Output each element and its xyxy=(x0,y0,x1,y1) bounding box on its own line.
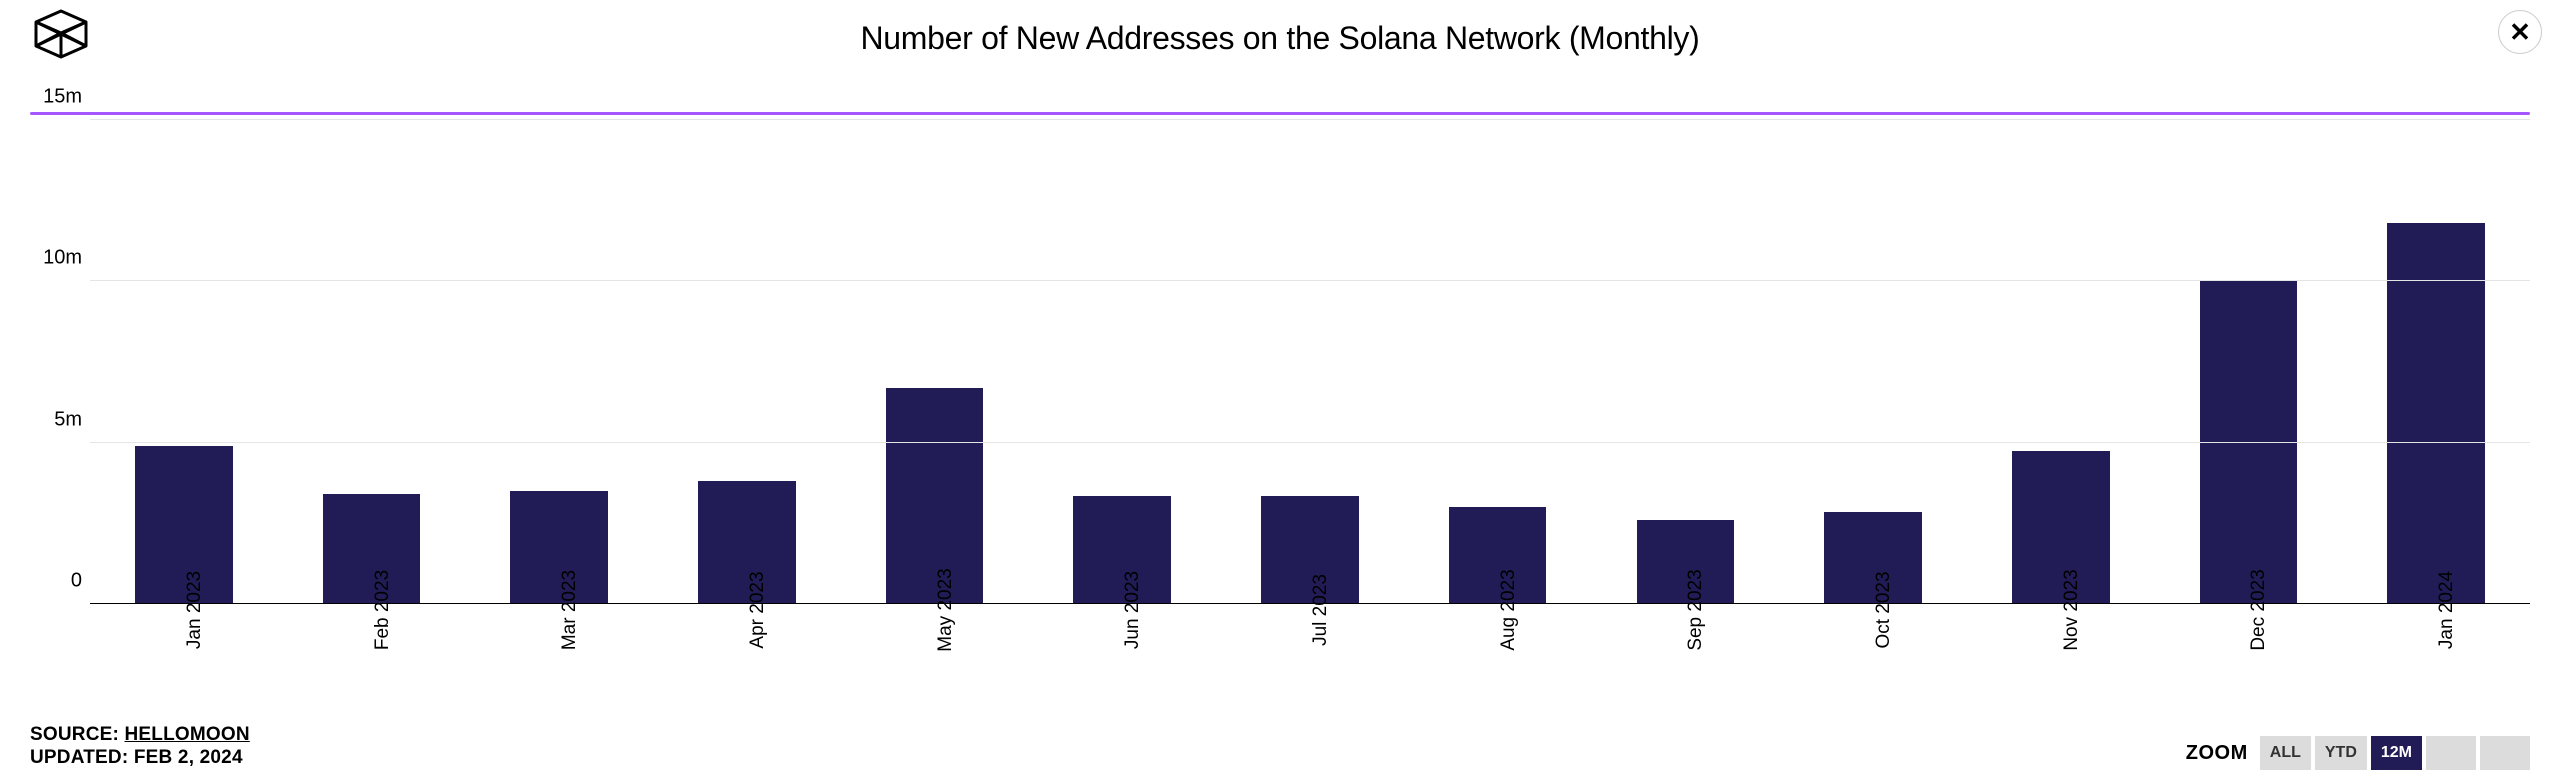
x-label-slot: Jul 2023 xyxy=(1216,604,1404,714)
bar-slot xyxy=(465,120,653,604)
chart-title: Number of New Addresses on the Solana Ne… xyxy=(30,20,2530,57)
y-axis: 05m10m15m xyxy=(30,120,90,714)
x-label-slot: Apr 2023 xyxy=(653,604,841,714)
bar-slot xyxy=(90,120,278,604)
zoom-button-ytd[interactable]: YTD xyxy=(2315,736,2367,770)
updated-value: FEB 2, 2024 xyxy=(134,747,243,768)
x-tick-label: Apr 2023 xyxy=(747,571,769,648)
x-tick-label: Sep 2023 xyxy=(1685,569,1707,650)
gridline xyxy=(90,442,2530,443)
bar[interactable] xyxy=(2200,281,2298,604)
gridline xyxy=(90,280,2530,281)
gridline xyxy=(90,119,2530,120)
bar-slot xyxy=(1967,120,2155,604)
logo-icon xyxy=(30,8,92,65)
x-tick-label: Nov 2023 xyxy=(2061,569,2083,650)
source-link[interactable]: HELLOMOON xyxy=(125,724,250,745)
close-button[interactable]: ✕ xyxy=(2498,10,2542,54)
bar-slot xyxy=(1404,120,1592,604)
header: Number of New Addresses on the Solana Ne… xyxy=(0,0,2560,70)
x-axis-labels: Jan 2023Feb 2023Mar 2023Apr 2023May 2023… xyxy=(90,604,2530,714)
x-tick-label: Aug 2023 xyxy=(1498,569,1520,650)
x-tick-label: Dec 2023 xyxy=(2248,569,2270,650)
bar-slot xyxy=(1592,120,1780,604)
x-label-slot: Jan 2023 xyxy=(90,604,278,714)
source-block: SOURCE: HELLOMOON UPDATED: FEB 2, 2024 xyxy=(30,723,250,771)
x-tick-label: Oct 2023 xyxy=(1873,571,1895,648)
zoom-button-12m[interactable]: 12M xyxy=(2371,736,2422,770)
source-prefix: SOURCE: xyxy=(30,724,125,745)
x-tick-label: Jul 2023 xyxy=(1310,574,1332,646)
plot-region xyxy=(90,120,2530,604)
x-tick-label: Jun 2023 xyxy=(1122,571,1144,649)
x-label-slot: Aug 2023 xyxy=(1404,604,1592,714)
updated-prefix: UPDATED: xyxy=(30,747,134,768)
x-tick-label: Mar 2023 xyxy=(559,570,581,650)
x-tick-label: Jan 2024 xyxy=(2436,571,2458,649)
bar-slot xyxy=(1028,120,1216,604)
zoom-buttons: ALLYTD12M xyxy=(2260,736,2530,770)
x-label-slot: Feb 2023 xyxy=(278,604,466,714)
x-tick-label: May 2023 xyxy=(935,568,957,651)
x-label-slot: Jun 2023 xyxy=(1028,604,1216,714)
x-tick-label: Feb 2023 xyxy=(372,570,394,650)
bar-slot xyxy=(2155,120,2343,604)
chart-area: 05m10m15m Jan 2023Feb 2023Mar 2023Apr 20… xyxy=(30,120,2530,714)
zoom-controls: ZOOM ALLYTD12M xyxy=(2186,736,2530,770)
bar-slot xyxy=(1216,120,1404,604)
zoom-button-blank[interactable] xyxy=(2480,736,2530,770)
x-label-slot: Mar 2023 xyxy=(465,604,653,714)
y-tick-label: 10m xyxy=(43,247,82,270)
bar-slot xyxy=(2342,120,2530,604)
x-tick-label: Jan 2023 xyxy=(184,571,206,649)
x-label-slot: May 2023 xyxy=(841,604,1029,714)
header-divider xyxy=(30,112,2530,115)
footer: SOURCE: HELLOMOON UPDATED: FEB 2, 2024 Z… xyxy=(30,720,2530,770)
zoom-button-all[interactable]: ALL xyxy=(2260,736,2311,770)
chart-widget: Number of New Addresses on the Solana Ne… xyxy=(0,0,2560,784)
x-label-slot: Oct 2023 xyxy=(1779,604,1967,714)
y-tick-label: 15m xyxy=(43,86,82,109)
bars-container xyxy=(90,120,2530,604)
x-label-slot: Jan 2024 xyxy=(2342,604,2530,714)
y-tick-label: 5m xyxy=(54,408,82,431)
bar-slot xyxy=(841,120,1029,604)
bar-slot xyxy=(653,120,841,604)
zoom-label: ZOOM xyxy=(2186,742,2248,765)
bar-slot xyxy=(278,120,466,604)
x-label-slot: Sep 2023 xyxy=(1592,604,1780,714)
y-tick-label: 0 xyxy=(71,570,82,593)
x-label-slot: Dec 2023 xyxy=(2155,604,2343,714)
zoom-button-blank[interactable] xyxy=(2426,736,2476,770)
x-label-slot: Nov 2023 xyxy=(1967,604,2155,714)
bar-slot xyxy=(1779,120,1967,604)
close-icon: ✕ xyxy=(2509,17,2531,48)
